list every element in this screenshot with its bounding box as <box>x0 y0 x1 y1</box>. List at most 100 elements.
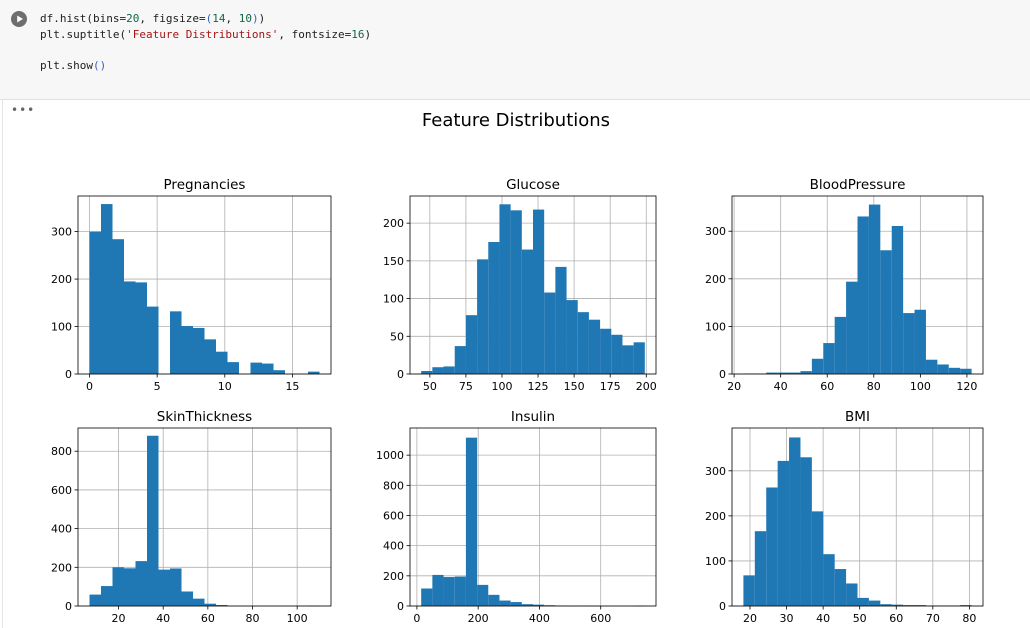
y-tick-label: 800 <box>383 479 404 492</box>
histogram-bar <box>101 204 113 374</box>
histogram-bar <box>488 594 500 606</box>
code-token: plt.show <box>40 58 93 72</box>
histogram-bar <box>914 309 926 374</box>
y-tick-label: 300 <box>705 465 726 478</box>
histogram-bar <box>588 319 601 374</box>
histogram-bar <box>811 511 824 606</box>
histogram-bar <box>754 531 767 606</box>
x-tick-label: 50 <box>853 612 867 625</box>
histogram-bar <box>454 346 466 374</box>
axes-frame <box>77 427 332 607</box>
subplot-bmi: 20 30 40 50 60 70 80 0 100 200 300 BMI <box>705 409 984 625</box>
histogram-bar <box>800 371 812 374</box>
histogram-bar <box>577 312 589 374</box>
code-token: 'Feature Distributions' <box>126 27 279 41</box>
histogram-bar <box>510 602 522 606</box>
histogram-bar <box>823 554 835 606</box>
histogram-bar <box>262 363 274 374</box>
y-tick-label: 400 <box>51 523 72 536</box>
histogram-bar <box>789 372 801 374</box>
axes-frame <box>731 195 984 375</box>
histogram-bar <box>925 359 938 374</box>
x-tick-label: 80 <box>962 612 976 625</box>
subplot-title: Insulin <box>511 409 555 425</box>
y-tick-label: 100 <box>705 555 726 568</box>
code-editor[interactable]: df.hist(bins=20, figsize=(14, 10)) plt.su… <box>40 11 371 73</box>
x-tick-label: 600 <box>590 612 611 625</box>
histogram-bar <box>193 327 205 374</box>
histogram-bar <box>443 366 455 374</box>
play-icon <box>17 15 23 23</box>
histogram-bar <box>811 358 824 374</box>
histogram-bar <box>633 342 645 374</box>
y-tick-label: 0 <box>719 368 726 381</box>
histogram-bar <box>903 605 915 606</box>
histogram-bar <box>488 242 500 374</box>
histogram-bar <box>846 583 858 606</box>
code-token: plt.suptitle( <box>40 27 127 41</box>
y-tick-label: 0 <box>397 368 404 381</box>
histogram-bar <box>834 316 847 374</box>
x-tick-label: 175 <box>600 380 621 393</box>
histogram-bar <box>880 250 892 374</box>
code-cell[interactable]: df.hist(bins=20, figsize=(14, 10)) plt.su… <box>0 0 1030 100</box>
subplot-title: SkinThickness <box>157 409 252 425</box>
code-token: 14 <box>212 12 226 25</box>
y-tick-label: 200 <box>705 510 726 523</box>
x-tick-label: 150 <box>564 380 585 393</box>
code-line: plt.show() <box>40 58 371 74</box>
histogram-bar <box>432 574 444 606</box>
y-tick-label: 200 <box>705 273 726 286</box>
axes-frame <box>409 195 657 375</box>
histogram-bar <box>147 306 159 374</box>
histogram-bar <box>204 603 216 606</box>
histogram-bar <box>834 569 847 606</box>
subplot-pregnancies: 0 5 10 15 0 100 200 300 Pregnancies <box>51 177 332 393</box>
x-tick-label: 5 <box>154 380 161 393</box>
histogram-bar <box>777 372 790 374</box>
x-tick-label: 200 <box>636 380 657 393</box>
histogram-bar <box>181 591 193 606</box>
run-cell-button[interactable] <box>11 11 27 27</box>
x-tick-label: 80 <box>246 612 260 625</box>
histogram-bar <box>521 604 533 606</box>
code-token: 16 <box>351 27 365 41</box>
subplot-title: Glucose <box>506 177 560 193</box>
y-tick-label: 600 <box>383 509 404 522</box>
output-divider <box>2 99 3 628</box>
x-tick-label: 40 <box>156 612 170 625</box>
histogram-bar <box>600 328 612 374</box>
x-tick-label: 40 <box>774 380 788 393</box>
code-line: plt.suptitle('Feature Distributions', fo… <box>40 27 371 43</box>
histogram-bar <box>112 567 124 606</box>
y-tick-label: 100 <box>383 293 404 306</box>
histogram-bar <box>891 604 904 606</box>
histogram-bar <box>857 597 869 606</box>
axes-frame <box>77 195 332 375</box>
y-tick-label: 200 <box>51 273 72 286</box>
histogram-bar <box>544 292 556 374</box>
histogram-bar <box>147 435 159 606</box>
histogram-bar <box>101 586 113 606</box>
code-line <box>40 42 371 58</box>
code-token: , fontsize= <box>278 27 352 41</box>
code-token: ( <box>205 12 213 25</box>
histogram-bar <box>421 588 433 606</box>
histogram-bar <box>443 577 455 606</box>
histogram-bar <box>521 249 533 374</box>
y-tick-label: 800 <box>51 445 72 458</box>
histogram-bar <box>227 362 239 374</box>
output-menu-button[interactable]: ••• <box>11 103 36 117</box>
histogram-bar <box>421 370 433 374</box>
histogram-bar <box>465 437 478 606</box>
histogram-bar <box>216 605 228 606</box>
histogram-bar <box>789 437 801 606</box>
y-tick-label: 0 <box>719 600 726 613</box>
x-tick-label: 50 <box>423 380 437 393</box>
y-tick-label: 200 <box>51 561 72 574</box>
y-tick-label: 150 <box>383 255 404 268</box>
histogram-bar <box>465 315 478 374</box>
subplot-title: BloodPressure <box>810 177 906 193</box>
x-tick-label: 0 <box>86 380 93 393</box>
